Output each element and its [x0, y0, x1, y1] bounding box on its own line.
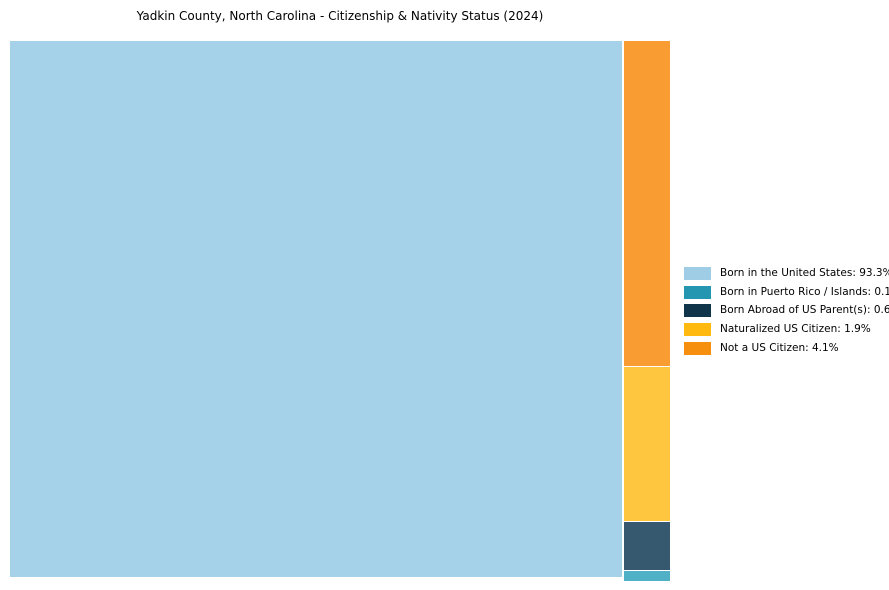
legend-label: Born in Puerto Rico / Islands: 0.1% [720, 285, 889, 298]
legend-item-born-in-united-states: Born in the United States: 93.3% [684, 267, 889, 280]
treemap-rect-not-a-us-citizen [624, 41, 670, 366]
legend-swatch-icon [684, 267, 711, 280]
legend-item-born-abroad-of-us-parents: Born Abroad of US Parent(s): 0.6% [684, 304, 889, 318]
treemap-rect-born-in-united-states [10, 41, 622, 577]
treemap-rect-born-abroad-of-us-parents [624, 522, 670, 570]
legend-item-born-in-puerto-rico-islands: Born in Puerto Rico / Islands: 0.1% [684, 285, 889, 299]
legend-label: Naturalized US Citizen: 1.9% [720, 323, 871, 336]
legend-swatch-icon [684, 304, 711, 318]
legend-swatch-icon [684, 323, 711, 337]
treemap-rect-born-in-puerto-rico-islands [624, 571, 670, 581]
legend-item-not-a-us-citizen: Not a US Citizen: 4.1% [684, 341, 889, 355]
legend-label: Born Abroad of US Parent(s): 0.6% [720, 304, 889, 317]
legend-label: Born in the United States: 93.3% [720, 267, 889, 279]
legend-swatch-icon [684, 341, 711, 355]
legend-swatch-icon [684, 285, 711, 299]
chart-legend: Born in the United States: 93.3% Born in… [684, 267, 889, 360]
legend-item-naturalized-us-citizen: Naturalized US Citizen: 1.9% [684, 323, 889, 337]
chart-title: Yadkin County, North Carolina - Citizens… [136, 9, 544, 23]
treemap-rect-naturalized-us-citizen [624, 367, 670, 521]
legend-label: Not a US Citizen: 4.1% [720, 341, 839, 354]
